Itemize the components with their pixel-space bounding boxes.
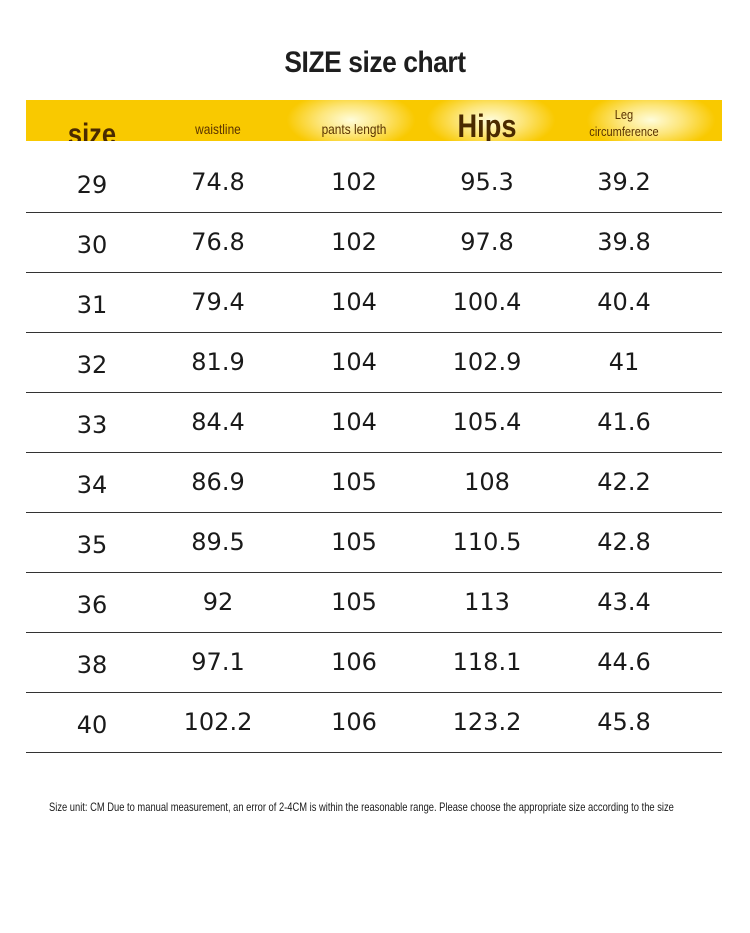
table-header: size waistline pants length Hips Leg circ… — [26, 100, 722, 141]
page-title: SIZE size chart — [284, 46, 466, 79]
cell-leg-circumference: 40.4 — [597, 288, 651, 316]
cell-hips: 108 — [464, 468, 510, 496]
cell-waistline: 79.4 — [191, 288, 245, 316]
table-row: 35 89.5 105 110.5 42.8 — [26, 512, 722, 573]
cell-leg-circumference: 45.8 — [597, 708, 651, 736]
table-row: 30 76.8 102 97.8 39.8 — [26, 212, 722, 273]
cell-waistline: 81.9 — [191, 348, 245, 376]
table-row: 34 86.9 105 108 42.2 — [26, 452, 722, 513]
cell-size: 33 — [76, 411, 108, 439]
cell-waistline: 74.8 — [191, 168, 245, 196]
cell-hips: 102.9 — [452, 348, 522, 376]
cell-size: 35 — [76, 531, 108, 559]
header-pants-length: pants length — [321, 120, 387, 137]
cell-size: 38 — [76, 651, 108, 679]
cell-pants-length: 102 — [331, 168, 377, 196]
cell-pants-length: 104 — [331, 288, 377, 316]
cell-pants-length: 105 — [331, 588, 377, 616]
cell-pants-length: 106 — [331, 708, 377, 736]
header-hips: Hips — [457, 108, 517, 141]
cell-waistline: 76.8 — [191, 228, 245, 256]
cell-leg-circumference: 39.8 — [597, 228, 651, 256]
header-glow — [586, 100, 716, 141]
cell-hips: 123.2 — [452, 708, 522, 736]
cell-size: 30 — [76, 231, 108, 259]
table-row: 33 84.4 104 105.4 41.6 — [26, 392, 722, 453]
cell-leg-circumference: 41 — [608, 348, 640, 376]
cell-waistline: 92 — [202, 588, 234, 616]
table-row: 31 79.4 104 100.4 40.4 — [26, 272, 722, 333]
table-row: 38 97.1 106 118.1 44.6 — [26, 632, 722, 693]
cell-size: 34 — [76, 471, 108, 499]
header-leg-line1: Leg — [614, 106, 634, 122]
cell-leg-circumference: 42.8 — [597, 528, 651, 556]
cell-size: 40 — [76, 711, 108, 739]
cell-leg-circumference: 44.6 — [597, 648, 651, 676]
table-row: 40 102.2 106 123.2 45.8 — [26, 692, 722, 753]
cell-waistline: 84.4 — [191, 408, 245, 436]
cell-size: 31 — [76, 291, 108, 319]
cell-hips: 110.5 — [452, 528, 522, 556]
header-glow — [426, 100, 556, 141]
header-size: size — [67, 117, 117, 142]
cell-size: 29 — [76, 171, 108, 199]
cell-hips: 113 — [464, 588, 510, 616]
cell-leg-circumference: 42.2 — [597, 468, 651, 496]
cell-waistline: 102.2 — [183, 708, 253, 736]
table-row: 29 74.8 102 95.3 39.2 — [26, 152, 722, 213]
header-leg-line2: circumference — [589, 123, 659, 139]
cell-hips: 97.8 — [460, 228, 514, 256]
header-leg-circumference: Leg circumference — [568, 102, 680, 141]
cell-pants-length: 104 — [331, 408, 377, 436]
cell-pants-length: 104 — [331, 348, 377, 376]
cell-pants-length: 106 — [331, 648, 377, 676]
cell-waistline: 97.1 — [191, 648, 245, 676]
cell-hips: 95.3 — [460, 168, 514, 196]
header-glow — [286, 100, 416, 141]
size-note: Size unit: CM Due to manual measurement,… — [49, 800, 674, 814]
cell-size: 32 — [76, 351, 108, 379]
cell-waistline: 86.9 — [191, 468, 245, 496]
cell-pants-length: 102 — [331, 228, 377, 256]
cell-size: 36 — [76, 591, 108, 619]
cell-hips: 100.4 — [452, 288, 522, 316]
cell-waistline: 89.5 — [191, 528, 245, 556]
cell-hips: 105.4 — [452, 408, 522, 436]
cell-hips: 118.1 — [452, 648, 522, 676]
cell-leg-circumference: 43.4 — [597, 588, 651, 616]
table-row: 36 92 105 113 43.4 — [26, 572, 722, 633]
cell-pants-length: 105 — [331, 528, 377, 556]
cell-pants-length: 105 — [331, 468, 377, 496]
cell-leg-circumference: 39.2 — [597, 168, 651, 196]
header-waistline: waistline — [195, 120, 241, 137]
table-row: 32 81.9 104 102.9 41 — [26, 332, 722, 393]
cell-leg-circumference: 41.6 — [597, 408, 651, 436]
